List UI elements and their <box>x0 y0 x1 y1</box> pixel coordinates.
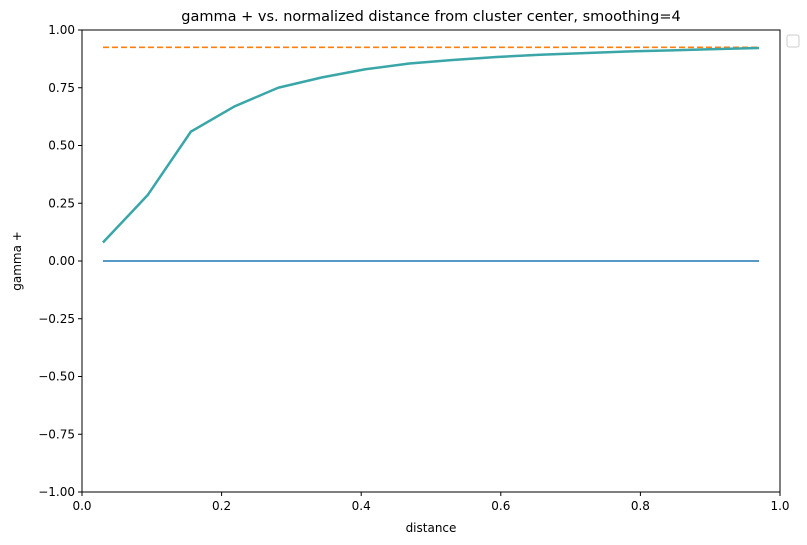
y-tick-label: 0.50 <box>48 139 75 153</box>
chart-title: gamma + vs. normalized distance from clu… <box>181 9 680 25</box>
y-axis: 1.00 0.75 0.50 0.25 0.00 −0.25 −0.50 −0.75 −1.00 <box>38 23 82 499</box>
y-tick-label: 0.25 <box>48 196 75 210</box>
x-axis-label: distance <box>406 521 457 535</box>
x-axis: 0.0 0.2 0.4 0.6 0.8 1.0 <box>72 492 790 513</box>
x-tick-label: 0.8 <box>631 499 650 513</box>
x-tick-label: 1.0 <box>770 499 789 513</box>
x-tick-label: 0.4 <box>352 499 371 513</box>
y-tick-label: 0.00 <box>48 254 75 268</box>
y-axis-label: gamma + <box>10 231 24 291</box>
y-tick-label: −0.25 <box>38 312 75 326</box>
y-tick-label: −0.75 <box>38 427 75 441</box>
y-tick-label: 0.75 <box>48 81 75 95</box>
series-line-3 <box>102 46 760 244</box>
x-tick-label: 0.6 <box>491 499 510 513</box>
legend-box[interactable] <box>786 34 800 48</box>
y-tick-label: −0.50 <box>38 370 75 384</box>
x-tick-label: 0.2 <box>212 499 231 513</box>
y-tick-label: 1.00 <box>48 23 75 37</box>
series-layer <box>102 46 760 262</box>
x-tick-label: 0.0 <box>72 499 91 513</box>
y-tick-label: −1.00 <box>38 485 75 499</box>
